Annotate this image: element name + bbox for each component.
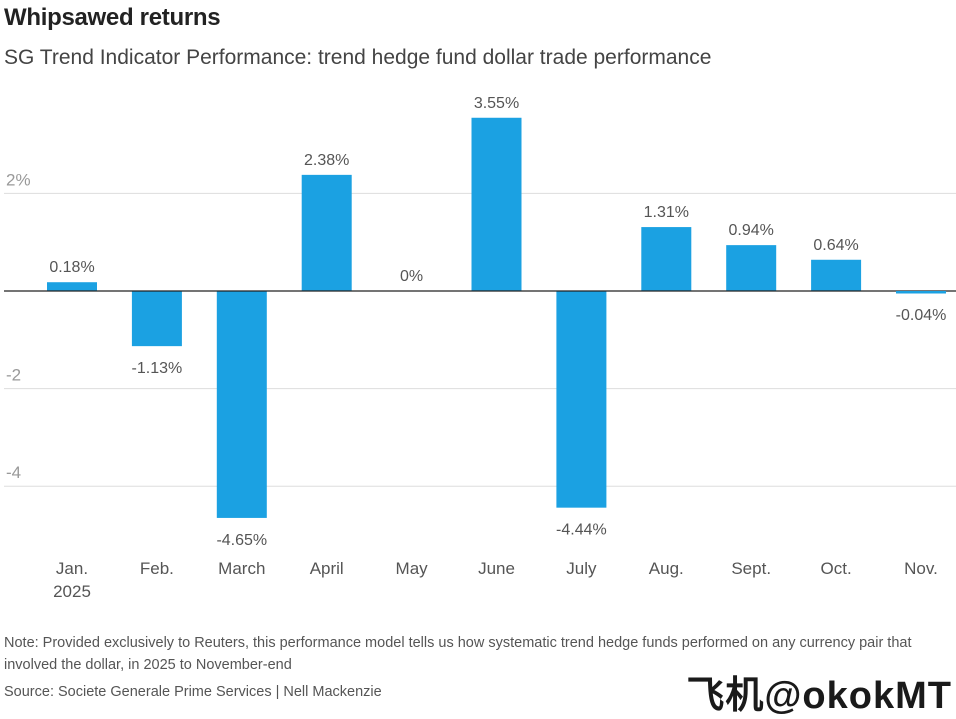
data-label: 3.55% [474, 95, 519, 112]
data-label: -4.65% [216, 532, 267, 549]
y-tick-label: 2% [6, 170, 31, 189]
x-tick-label: Sept. [731, 559, 771, 578]
bar [811, 260, 861, 291]
y-tick-label: -2 [6, 366, 21, 385]
data-label: 2.38% [304, 152, 349, 169]
bar [217, 291, 267, 518]
bar [472, 118, 522, 291]
x-tick-label: July [566, 559, 597, 578]
x-tick-label: Aug. [649, 559, 684, 578]
bar [726, 245, 776, 291]
x-tick-label: June [478, 559, 515, 578]
data-label: 0.64% [813, 237, 858, 254]
data-label: -4.44% [556, 522, 607, 539]
x-tick-label: Nov. [904, 559, 938, 578]
x-tick-label: 2025 [53, 582, 91, 601]
data-label: 1.31% [644, 204, 689, 221]
x-tick-label: April [310, 559, 344, 578]
bar [556, 291, 606, 508]
data-label: 0.94% [729, 222, 774, 239]
x-tick-label: Jan. [56, 559, 88, 578]
bar-chart: 2% -2 -4 0.18% -1.13% -4.65% 2.38% 0% 3.55% -4.44… [0, 0, 956, 620]
bar [641, 227, 691, 291]
bar [132, 291, 182, 346]
data-label: -1.13% [132, 360, 183, 377]
bar [302, 175, 352, 291]
x-tick-label: Feb. [140, 559, 174, 578]
data-label: 0.18% [49, 259, 94, 276]
bar [47, 282, 97, 291]
data-label: 0% [400, 268, 423, 285]
chart-source: Source: Societe Generale Prime Services … [4, 684, 382, 700]
x-tick-label: May [396, 559, 429, 578]
x-tick-label: Oct. [821, 559, 852, 578]
y-tick-label: -4 [6, 463, 21, 482]
data-label: -0.04% [896, 307, 947, 324]
bar-small-marker [896, 291, 946, 294]
watermark-text: 飞机@okokMT [686, 664, 952, 719]
x-tick-label: March [218, 559, 265, 578]
